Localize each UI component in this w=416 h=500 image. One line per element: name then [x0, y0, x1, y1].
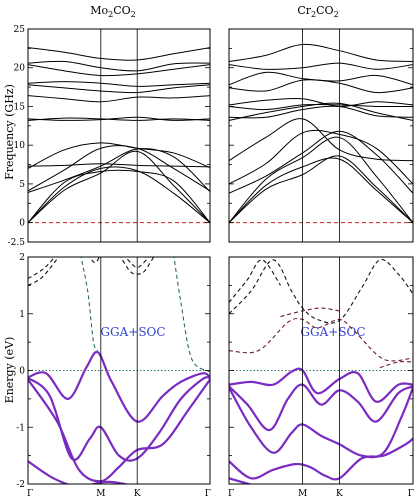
phonon-band-4 — [28, 145, 210, 192]
plot-area — [229, 258, 413, 484]
conduction-band-4 — [28, 257, 60, 286]
panel-mo2co2-bands: -2 -1 0 1 2 Γ M K Γ — [16, 253, 211, 499]
phonon-band-9 — [229, 97, 413, 107]
phonon-band-3 — [28, 148, 210, 193]
y-tick-label: 15 — [14, 102, 26, 112]
phonon-band-12 — [229, 62, 413, 70]
x-tick-label: Γ — [228, 489, 234, 499]
conduction-band-9 — [124, 257, 150, 268]
phonon-band-13 — [28, 60, 210, 72]
valence-band-1 — [28, 376, 210, 462]
y-tick-label: 2 — [19, 253, 25, 263]
annotation-gga-soc-mo2co2: GGA+SOC — [100, 325, 165, 339]
x-tick-label: Γ — [408, 489, 414, 499]
phonon-band-6 — [229, 102, 413, 121]
x-tick-label: K — [134, 489, 141, 499]
valence-band-1 — [229, 383, 413, 432]
plot-area — [28, 47, 210, 224]
phonon-band-5 — [28, 142, 210, 169]
conduction-band-5 — [229, 258, 413, 324]
conduction-band-8 — [280, 307, 340, 318]
phonon-band-2 — [229, 136, 413, 223]
annotation-gga-soc-cr2co2: GGA+SOC — [300, 325, 365, 339]
phonon-band-2 — [28, 169, 210, 223]
phonon-band-7 — [28, 117, 210, 121]
y-axis-label-energy: Energy (eV) — [3, 337, 16, 404]
y-tick-label: -2.5 — [8, 238, 26, 248]
y-tick-label: 25 — [14, 25, 26, 35]
conduction-band-5 — [28, 257, 56, 280]
panel-frame — [228, 28, 414, 243]
valence-band-0 — [28, 350, 210, 423]
valence-band-2 — [28, 378, 210, 483]
phonon-band-9 — [28, 95, 210, 103]
x-tick-label: Γ — [205, 489, 211, 499]
conduction-band-10 — [173, 257, 210, 373]
phonon-band-7 — [229, 105, 413, 119]
phonon-band-8 — [28, 116, 210, 121]
phonon-band-8 — [229, 103, 413, 111]
phonon-band-0 — [229, 155, 413, 224]
y-tick-label: -1 — [16, 423, 25, 433]
x-tick-label: M — [96, 489, 105, 499]
phonon-band-11 — [229, 71, 413, 86]
y-tick-label: 1 — [19, 310, 25, 320]
y-axis-label-frequency: Frequency (GHz) — [3, 84, 16, 180]
phonon-band-3 — [229, 130, 413, 194]
phonon-band-6 — [28, 163, 210, 168]
y-tick-label: -2 — [16, 480, 25, 490]
phonon-band-0 — [28, 150, 210, 224]
phonon-band-10 — [28, 84, 210, 94]
x-tick-label: K — [336, 489, 343, 499]
conduction-band-7 — [88, 257, 100, 264]
conduction-band-7 — [229, 317, 413, 362]
conduction-band-9 — [379, 361, 413, 369]
y-tick-label: 5 — [19, 180, 25, 190]
panel-cr2co2-phonon — [228, 28, 414, 243]
conduction-band-6 — [229, 259, 281, 303]
y-tick-label: 20 — [14, 64, 26, 74]
x-tick-label: M — [298, 489, 307, 499]
phonon-band-5 — [229, 118, 413, 162]
phonon-band-1 — [229, 157, 413, 224]
y-tick-label: 0 — [19, 367, 25, 377]
conduction-band-6 — [80, 257, 99, 352]
valence-band-3 — [229, 437, 413, 481]
phonon-band-1 — [28, 166, 210, 224]
phonon-band-11 — [28, 81, 210, 87]
panel-mo2co2-phonon: -2.5 0 5 10 15 20 25 — [8, 25, 211, 248]
valence-band-0 — [229, 367, 413, 403]
phonon-band-12 — [28, 64, 210, 77]
panel-frame — [27, 28, 211, 243]
phonon-band-14 — [28, 47, 210, 61]
valence-band-2 — [229, 386, 413, 459]
plot-area — [229, 43, 413, 224]
valence-band-3 — [28, 460, 130, 484]
panel-title-mo2co2: Mo2CO2 — [90, 4, 136, 19]
y-tick-label: 10 — [14, 141, 26, 151]
plot-area — [28, 257, 210, 484]
valence-band-4 — [229, 477, 253, 484]
phonon-band-10 — [229, 79, 413, 94]
phonon-band-13 — [229, 43, 413, 63]
phonon-band-4 — [229, 129, 413, 185]
panel-title-cr2co2: Cr2CO2 — [297, 4, 338, 19]
y-tick-label: 0 — [19, 219, 25, 229]
x-tick-label: Γ — [27, 489, 33, 499]
